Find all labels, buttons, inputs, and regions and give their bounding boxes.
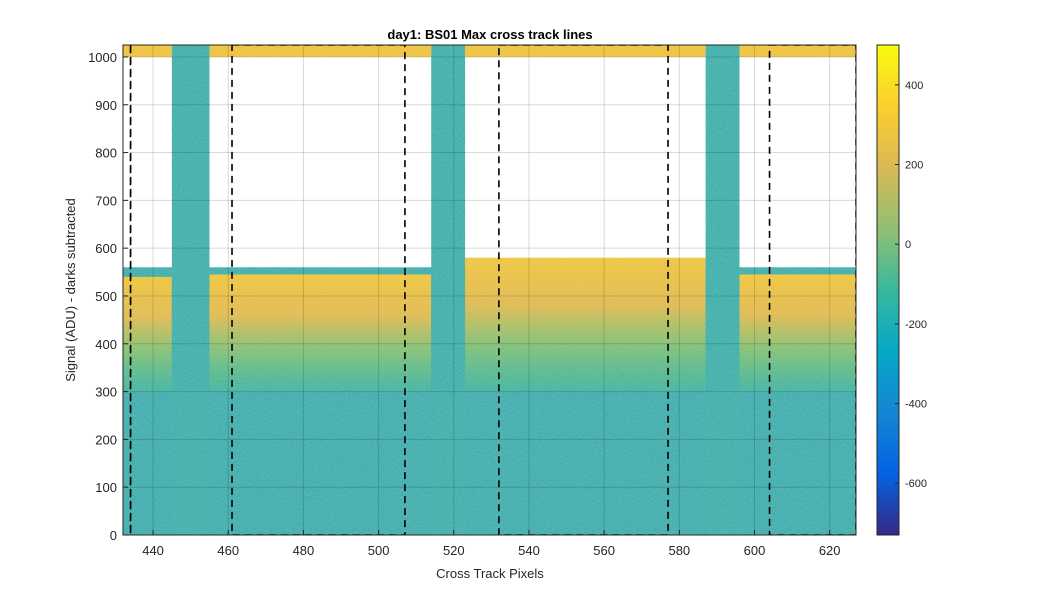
chart-title: day1: BS01 Max cross track lines (387, 27, 592, 42)
dashed-box-3 (498, 45, 669, 535)
saturation-band-4 (739, 274, 856, 392)
x-tick-label: 500 (368, 543, 390, 558)
saturation-band-2 (209, 274, 432, 392)
x-tick-label: 460 (217, 543, 239, 558)
y-tick-label: 200 (95, 432, 117, 447)
colorbar-tick-label: 400 (905, 80, 923, 92)
grid-lines (123, 45, 856, 535)
dark-column-1 (171, 45, 210, 535)
y-tick-label: 900 (95, 98, 117, 113)
colorbar-tick-label: -600 (905, 478, 927, 490)
dark-column-3 (705, 45, 740, 535)
x-tick-label: 440 (142, 543, 164, 558)
y-axis-label: Signal (ADU) - darks subtracted (63, 198, 78, 382)
y-tick-label: 500 (95, 289, 117, 304)
x-tick-label: 540 (518, 543, 540, 558)
top-band-3 (465, 45, 706, 57)
heatmap-layer (123, 45, 856, 535)
y-tick-label: 800 (95, 146, 117, 161)
colorbar: 400 200 0 -200 -400 -600 (876, 44, 927, 536)
colorbar-tick-label: 200 (905, 160, 923, 172)
colorbar-tick-label: -200 (905, 319, 927, 331)
colorbar-fill (876, 44, 900, 536)
x-axis-ticks: 440 460 480 500 520 540 560 580 600 620 (142, 530, 841, 558)
dashed-box-2 (231, 45, 406, 535)
top-band-4 (739, 45, 856, 57)
y-tick-label: 1000 (88, 50, 117, 65)
x-tick-label: 600 (744, 543, 766, 558)
x-axis-label: Cross Track Pixels (436, 566, 544, 581)
colorbar-ticks: 400 200 0 -200 -400 -600 (895, 80, 927, 490)
dashed-boxes (129, 45, 856, 535)
x-tick-label: 520 (443, 543, 465, 558)
plot-frame (122, 44, 857, 536)
x-tick-label: 560 (593, 543, 615, 558)
y-axis-ticks: 0 100 200 300 400 500 600 700 800 900 1000 (88, 50, 128, 543)
colorbar-tick-label: -400 (905, 399, 927, 411)
saturation-band-3 (465, 257, 706, 392)
x-tick-label: 580 (668, 543, 690, 558)
plot-area (122, 44, 857, 536)
x-tick-label: 620 (819, 543, 841, 558)
colorbar-tick-label: 0 (905, 239, 911, 251)
y-tick-label: 100 (95, 480, 117, 495)
y-tick-label: 600 (95, 241, 117, 256)
top-band-2 (209, 45, 432, 57)
y-tick-label: 700 (95, 193, 117, 208)
y-tick-label: 300 (95, 385, 117, 400)
top-band-1 (123, 45, 172, 57)
dark-column-2 (431, 45, 466, 535)
y-tick-label: 400 (95, 337, 117, 352)
y-tick-label: 0 (110, 528, 117, 543)
x-tick-label: 480 (293, 543, 315, 558)
